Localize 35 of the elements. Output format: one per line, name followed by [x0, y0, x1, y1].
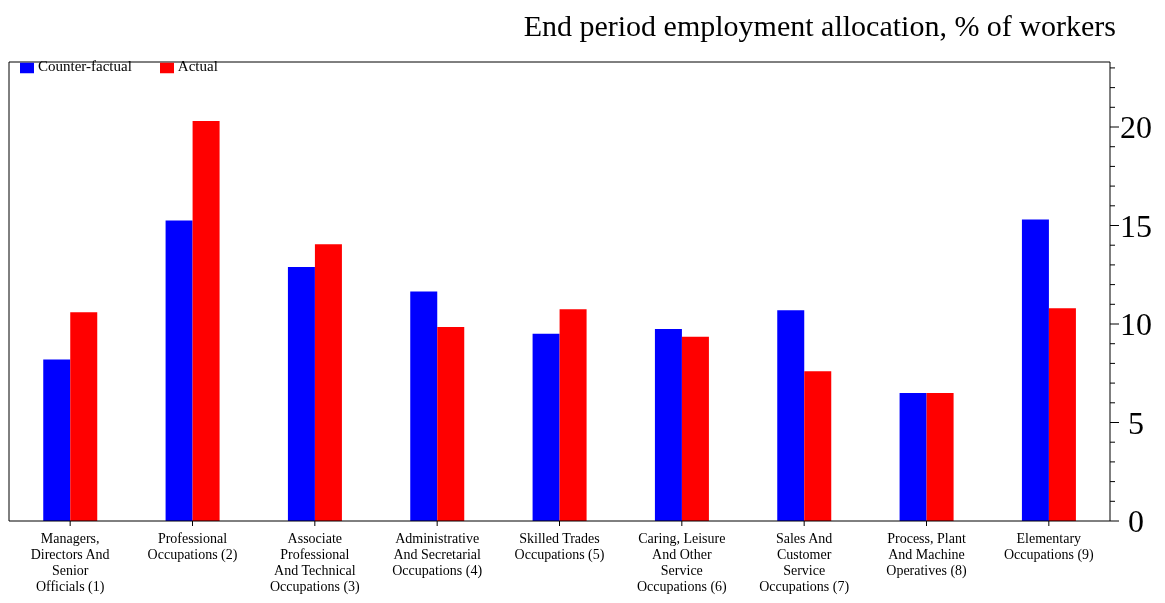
legend-label: Counter-factual: [38, 58, 132, 74]
bar: [804, 371, 832, 521]
bar: [165, 220, 193, 521]
bar: [559, 309, 587, 521]
bar: [681, 336, 709, 521]
bar: [287, 266, 315, 521]
y-tick-label: 10: [1120, 306, 1152, 342]
x-tick-label: Caring, Leisure And Other Service Occupations (6): [636, 531, 728, 595]
chart-title: End period employment allocation, % of workers: [522, 8, 1117, 44]
bar: [899, 392, 927, 521]
x-tick-label: Elementary Occupations (9): [1003, 531, 1095, 563]
bar: [192, 121, 220, 521]
bar: [654, 328, 682, 521]
x-tick-label: Professional Occupations (2): [147, 531, 238, 563]
y-tick-label: 15: [1120, 207, 1152, 244]
legend-label: Actual: [177, 58, 218, 74]
x-tick-label: Process, Plant And Machine Operatives (8): [886, 531, 968, 579]
bar: [314, 244, 342, 521]
bar: [437, 326, 465, 521]
bar: [410, 291, 438, 521]
x-tick-label: Associate Professional And Technical Occupations (3): [269, 531, 361, 595]
y-tick-label: 0: [1128, 503, 1144, 539]
y-tick-label: 5: [1128, 404, 1144, 441]
x-tick-label: Sales And Customer Service Occupations (7): [759, 531, 850, 595]
bar: [532, 333, 560, 521]
bar: [777, 310, 805, 521]
x-tick-label: Managers, Directors And Senior Officials (1): [30, 531, 110, 595]
x-tick-label: Administrative And Secretarial Occupations (4): [392, 531, 483, 579]
x-tick-label: Skilled Trades Occupations (5): [514, 531, 605, 563]
bar: [1021, 219, 1049, 521]
bar: [43, 359, 71, 521]
bar: [70, 312, 98, 521]
bar: [1048, 308, 1076, 521]
bar: [926, 392, 954, 521]
y-tick-label: 20: [1120, 109, 1152, 146]
